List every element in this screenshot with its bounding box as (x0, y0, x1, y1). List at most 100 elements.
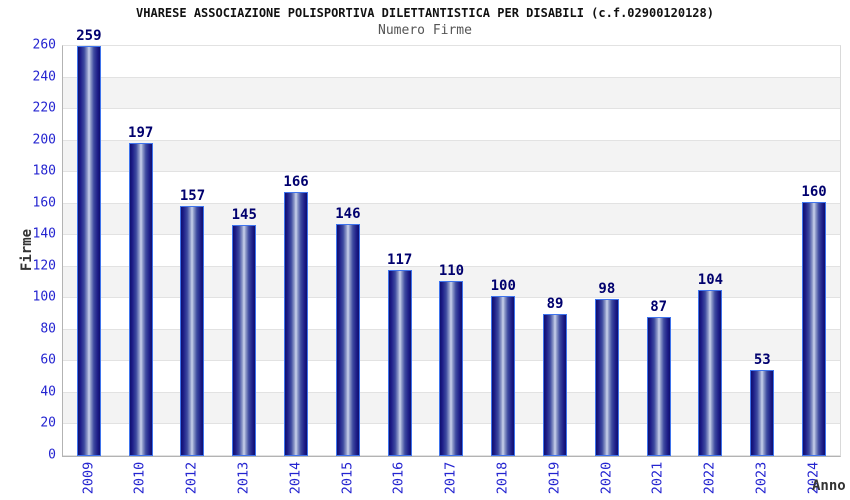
chart-subtitle: Numero Firme (378, 23, 472, 38)
y-tick-label: 20 (40, 415, 56, 431)
bar-value-label: 53 (753, 352, 771, 369)
y-axis-title: Firme (19, 228, 35, 272)
bar-slot: 98 (581, 46, 633, 456)
bar-2022: 104 (698, 272, 723, 456)
x-label-cell: 2010 (114, 456, 166, 500)
bar-value-label: 89 (546, 295, 564, 312)
y-tick-label: 180 (32, 163, 56, 179)
grid-band (63, 46, 840, 78)
grid-band (63, 140, 840, 173)
y-tick-label: 140 (32, 226, 56, 242)
bar-2023: 53 (750, 352, 775, 456)
bar-2017: 110 (439, 263, 464, 456)
x-tick-label: 2013 (235, 461, 252, 495)
x-tick-label: 2022 (701, 461, 718, 495)
y-tick-label: 0 (48, 447, 56, 463)
bar-slot: 197 (115, 46, 167, 456)
bar-2010: 197 (128, 125, 153, 456)
bar-slot: 87 (633, 46, 685, 456)
bar-2013: 145 (232, 207, 257, 456)
x-axis-title: Anno (812, 478, 846, 494)
bar-slot: 145 (218, 46, 270, 456)
x-tick-label: 2015 (338, 461, 355, 495)
x-label-cell: 2022 (684, 456, 736, 500)
x-label-cell: 2014 (269, 456, 321, 500)
y-tick-label: 60 (40, 352, 56, 368)
x-tick-label: 2019 (546, 461, 563, 495)
plot-area: 259 197 157 145 166 146 117 110 100 89 98 87 104 53 16… (62, 28, 841, 457)
x-tick-label: 2009 (79, 461, 96, 495)
bar-value-label: 110 (438, 262, 465, 279)
x-tick-label: 2020 (597, 461, 614, 495)
bar-slot: 259 (63, 28, 115, 456)
x-tick-label: 2018 (494, 461, 511, 495)
x-label-cell: 2009 (62, 456, 114, 500)
bar-value-label: 98 (598, 281, 616, 298)
bar-value-label: 146 (335, 205, 361, 222)
bars-row: 259 197 157 145 166 146 117 110 100 89 98 87 104 53 16… (63, 28, 840, 456)
x-label-cell: 2023 (735, 456, 787, 500)
x-tick-label: 2012 (183, 461, 200, 495)
y-tick-label: 120 (32, 258, 56, 274)
x-label-cell: 2020 (580, 456, 632, 500)
bar-2018: 100 (491, 278, 516, 456)
bar-2009: 259 (76, 28, 102, 456)
x-label-cell: 2016 (373, 456, 425, 500)
bar-value-label: 160 (801, 183, 827, 200)
bar-2021: 87 (646, 299, 671, 456)
bar-2020: 98 (594, 281, 619, 456)
bar-slot: 146 (322, 46, 374, 456)
bar-slot: 53 (736, 46, 788, 456)
bar-value-label: 197 (128, 125, 154, 142)
x-tick-label: 2014 (287, 461, 304, 495)
bar-slot: 117 (374, 46, 426, 456)
bar-value-label: 145 (231, 207, 257, 224)
bar-2016: 117 (387, 252, 412, 456)
x-tick-label: 2010 (131, 461, 148, 495)
bar-slot: 157 (167, 46, 219, 456)
grid-band (63, 77, 840, 110)
x-tick-label: 2021 (649, 461, 666, 495)
x-label-cell: 2018 (476, 456, 528, 500)
y-tick-label: 260 (32, 37, 56, 53)
y-tick-label: 160 (32, 195, 56, 211)
x-tick-label: 2017 (442, 461, 459, 495)
x-label-cell: 2017 (425, 456, 477, 500)
x-tick-label: 2023 (753, 461, 770, 495)
bar-value-label: 87 (650, 298, 668, 315)
x-label-cell: 2012 (166, 456, 218, 500)
bar-2015: 146 (335, 206, 361, 456)
x-labels-row: 2009 2010 2012 2013 2014 2015 2016 2017 2018 2019… (62, 456, 839, 500)
bar-2019: 89 (543, 296, 568, 456)
bar-slot: 160 (788, 46, 840, 456)
chart-title: VHARESE ASSOCIAZIONE POLISPORTIVA DILETT… (136, 6, 714, 20)
bar-value-label: 117 (387, 251, 413, 268)
bar-slot: 89 (529, 46, 581, 456)
grid-band (63, 172, 840, 204)
y-tick-label: 200 (32, 132, 56, 148)
x-label-cell: 2013 (217, 456, 269, 500)
x-tick-label: 2016 (390, 461, 407, 495)
bar-slot: 166 (270, 46, 322, 456)
bar-value-label: 100 (490, 278, 516, 295)
x-label-cell: 2021 (632, 456, 684, 500)
x-label-cell: 2019 (528, 456, 580, 500)
bar-value-label: 104 (697, 272, 724, 288)
y-tick-label: 40 (40, 384, 56, 400)
y-tick-label: 80 (40, 321, 56, 337)
y-tick-label: 100 (32, 289, 56, 305)
bar-slot: 104 (685, 46, 737, 456)
bar-value-label: 166 (283, 174, 309, 191)
bar-2014: 166 (283, 174, 309, 456)
x-label-cell: 2015 (321, 456, 373, 500)
y-tick-label: 240 (32, 69, 56, 85)
bar-2024: 160 (801, 184, 827, 456)
bar-slot: 100 (477, 46, 529, 456)
bar-value-label: 259 (76, 27, 102, 44)
bar-value-label: 157 (179, 188, 206, 205)
bar-slot: 110 (426, 46, 478, 456)
grid-band (63, 109, 840, 141)
bar-2012: 157 (180, 188, 205, 456)
y-tick-label: 220 (32, 100, 56, 116)
